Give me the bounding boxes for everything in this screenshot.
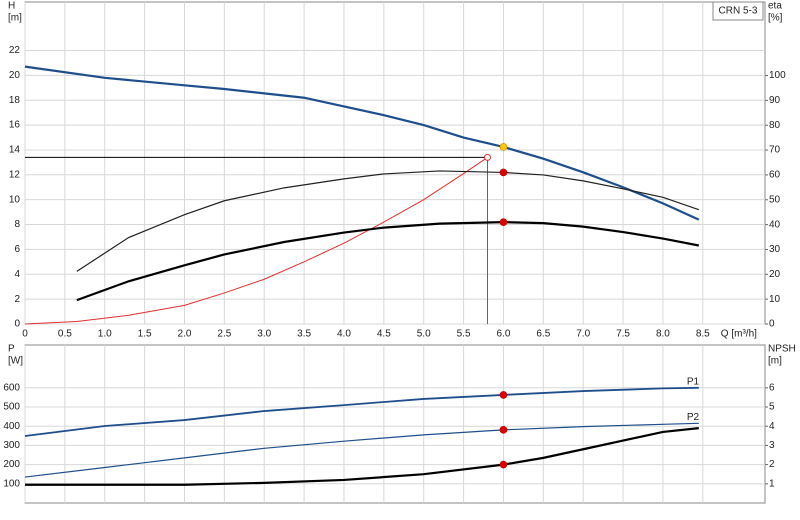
y-tick-label: 10: [9, 194, 21, 205]
operating-point: [499, 218, 508, 226]
y-tick-label: 22: [9, 45, 21, 56]
x-tick-label: 2.5: [217, 329, 231, 340]
plot-area: [24, 1, 766, 325]
y-tick-label: 300: [3, 440, 20, 451]
y2-axis-label: [m]: [768, 356, 782, 367]
y-tick-label: 12: [9, 169, 21, 180]
y-tick-label: 8: [14, 219, 20, 230]
series-label: P1: [687, 376, 700, 387]
y-axis-label: [m]: [8, 13, 22, 24]
x-tick-label: 5.0: [417, 329, 431, 340]
x-tick-label: 3.0: [257, 329, 271, 340]
x-tick-label: 4.0: [337, 329, 351, 340]
y2-tick-label: 6: [769, 382, 775, 393]
y2-tick-label: 80: [769, 120, 781, 131]
duty-point: [484, 153, 491, 161]
y2-tick-label: 70: [769, 145, 781, 156]
curve: [24, 156, 488, 325]
y2-tick-label: 1: [769, 478, 775, 489]
x-tick-label: 1.0: [98, 329, 112, 340]
x-tick-label: 2.0: [178, 329, 192, 340]
y2-axis-label: eta: [768, 1, 782, 12]
legend-box: [712, 1, 764, 21]
x-tick-label: 8.0: [656, 329, 670, 340]
curve: [76, 170, 700, 272]
y-axis-label: P: [8, 344, 15, 355]
series-label: P2: [687, 412, 700, 423]
operating-point: [499, 426, 508, 434]
y-tick-label: 18: [9, 95, 21, 106]
operating-point: [499, 143, 508, 151]
x-tick-label: 7.0: [576, 329, 590, 340]
y-tick-label: 500: [3, 402, 20, 413]
x-tick-label: 5.5: [457, 329, 471, 340]
curve: [24, 65, 700, 221]
x-tick-label: 6.0: [496, 329, 510, 340]
x-tick-label: 4.5: [377, 329, 391, 340]
curve: [76, 221, 700, 302]
x-tick-label: 1.5: [138, 329, 152, 340]
y-tick-label: 400: [3, 421, 20, 432]
y-axis-label: H: [8, 1, 15, 12]
y2-tick-label: 100: [769, 70, 786, 81]
x-tick-label: 7.5: [616, 329, 630, 340]
y-tick-label: 20: [9, 70, 21, 81]
x-axis-label: Q [m³/h]: [721, 329, 757, 340]
y2-tick-label: 90: [769, 95, 781, 106]
y2-axis-label: [%]: [768, 13, 783, 24]
y2-tick-label: 5: [769, 402, 775, 413]
y-tick-label: 4: [14, 269, 20, 280]
x-tick-label: 0: [22, 329, 28, 340]
y2-tick-label: 50: [769, 194, 781, 205]
x-tick-label: 0.5: [58, 329, 72, 340]
y2-tick-label: 10: [769, 294, 781, 305]
y2-tick-label: 30: [769, 244, 781, 255]
curve: [24, 386, 699, 437]
y-tick-label: 0: [14, 319, 20, 330]
operating-point: [499, 168, 508, 177]
y-tick-label: 100: [3, 478, 20, 489]
y2-tick-label: 20: [769, 269, 781, 280]
y-axis-label: [W]: [8, 356, 23, 367]
operating-point: [499, 391, 508, 399]
y2-axis-label: NPSH: [768, 344, 796, 355]
y-tick-label: 2: [14, 294, 20, 305]
y2-tick-label: 2: [769, 459, 775, 470]
y-tick-label: 14: [9, 145, 21, 156]
y-tick-label: 600: [3, 382, 20, 393]
legend-title: CRN 5-3: [719, 6, 758, 17]
x-tick-label: 8.5: [696, 329, 710, 340]
y-tick-label: 200: [3, 459, 20, 470]
y2-tick-label: 4: [769, 421, 775, 432]
curve: [24, 422, 699, 478]
operating-point: [499, 460, 508, 469]
x-tick-label: 6.5: [536, 329, 550, 340]
y-tick-label: 16: [9, 120, 21, 131]
y2-tick-label: 60: [769, 170, 781, 181]
y-tick-label: 6: [14, 244, 20, 255]
x-tick-label: 3.5: [297, 329, 311, 340]
y2-tick-label: 3: [769, 440, 775, 451]
y2-tick-label: 40: [769, 219, 781, 230]
y2-tick-label: 0: [769, 319, 775, 330]
